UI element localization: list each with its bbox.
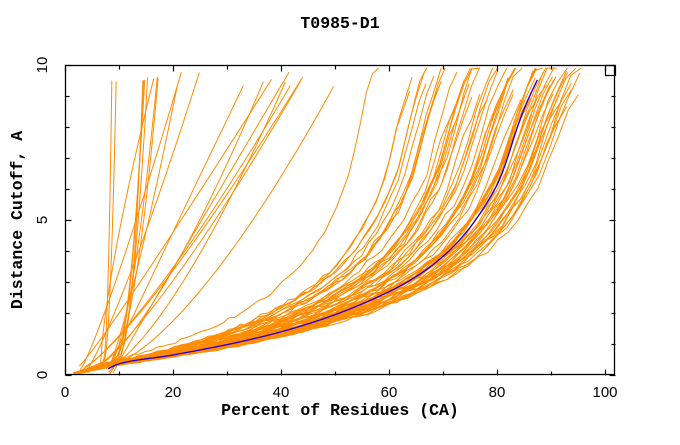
svg-text:10: 10 bbox=[34, 57, 51, 74]
svg-text:0: 0 bbox=[61, 384, 69, 401]
svg-text:20: 20 bbox=[165, 384, 182, 401]
svg-text:100: 100 bbox=[592, 384, 617, 401]
svg-text:0: 0 bbox=[34, 371, 51, 379]
svg-text:5: 5 bbox=[34, 216, 51, 224]
svg-text:Distance Cutoff, A: Distance Cutoff, A bbox=[8, 131, 27, 309]
svg-text:Percent of Residues (CA): Percent of Residues (CA) bbox=[221, 401, 459, 420]
svg-text:T0985-D1: T0985-D1 bbox=[300, 14, 379, 33]
svg-text:60: 60 bbox=[381, 384, 398, 401]
svg-text:80: 80 bbox=[489, 384, 506, 401]
svg-text:40: 40 bbox=[273, 384, 290, 401]
